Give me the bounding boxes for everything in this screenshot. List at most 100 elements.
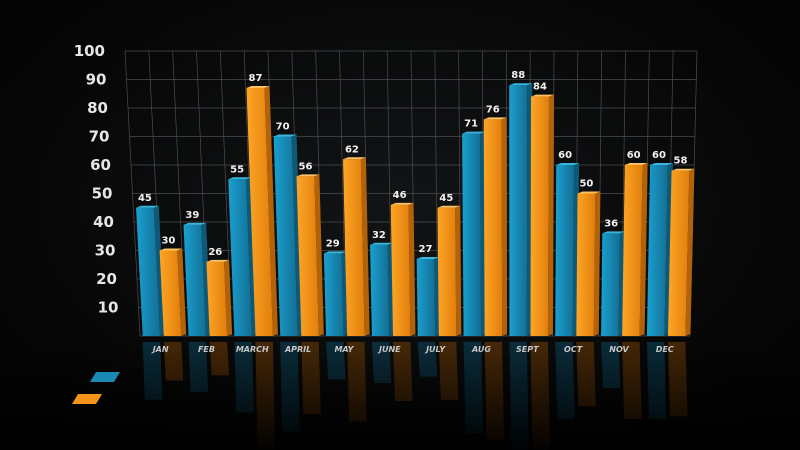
bar-value-label: 45 [138,193,152,204]
bar [437,207,457,336]
bar-value-label: 56 [298,161,312,172]
bar-top [577,191,601,194]
y-tick-label: 60 [90,156,111,174]
y-axis-ticks: 10 20 30 40 50 60 70 80 90 100 [74,42,119,317]
bar [622,165,643,336]
bar [555,165,575,336]
bar-value-label: 32 [372,230,386,241]
bar [183,224,206,336]
grid-line-vertical [124,50,141,337]
bar-side [177,248,187,336]
bar [509,85,528,336]
bar-top [602,231,625,234]
bar-top [390,202,414,205]
y-tick-label: 30 [95,242,116,260]
bar-top [183,222,207,225]
bar-value-label: 45 [439,193,453,204]
bar [296,176,319,336]
bar-value-label: 36 [604,218,618,229]
bar-top [296,174,320,177]
y-tick-label: 100 [74,42,105,60]
bar-value-label: 60 [558,150,572,161]
bar-value-label: 50 [579,179,593,190]
bar-side [264,86,278,336]
bar-side [593,191,601,336]
bar-side [360,157,370,336]
bar-side [408,202,416,336]
bar-value-label: 76 [486,104,500,115]
bar-top [483,117,507,120]
y-tick-label: 80 [87,99,108,117]
bar-value-label: 62 [345,144,359,155]
bar-value-label: 60 [652,150,666,161]
bars: 4530JAN3926FEB5587MARCH7056APRIL2962MAY3… [136,70,695,354]
reflection-fade-overlay [0,340,800,450]
bar [483,119,503,337]
bar-top [437,205,461,208]
bar-top [531,94,555,97]
bar-top [159,248,183,251]
bar [343,159,365,336]
bar-value-label: 60 [627,150,641,161]
bar [136,207,161,336]
y-tick-label: 20 [96,270,117,288]
bar [462,133,481,336]
bar [370,244,390,336]
bar [668,170,690,336]
bar-top [273,134,297,137]
bar-top [462,131,486,134]
bar-value-label: 58 [673,156,687,167]
bar-side [685,168,695,336]
bar-value-label: 29 [326,238,340,249]
bar-value-label: 27 [419,244,433,255]
y-tick-label: 90 [86,71,107,89]
bar-value-label: 71 [464,119,478,130]
bar-side [501,117,508,337]
bar-top [323,251,347,254]
bar-side [547,94,555,336]
bar [273,136,298,336]
legend-swatch [90,372,120,382]
bar [646,165,668,336]
bar [416,259,436,336]
bar-top [136,205,159,208]
y-tick-label: 10 [98,299,119,317]
bar-side [455,205,462,336]
bar [601,233,620,336]
bar [206,261,228,336]
bar-value-label: 84 [533,82,547,93]
bar-value-label: 70 [276,122,290,133]
bar-top [624,163,648,165]
bar-top [206,259,230,262]
bar-value-label: 87 [249,73,263,84]
bar-top [370,242,393,245]
bar-value-label: 46 [393,190,407,201]
bar [390,204,411,336]
bar [159,250,182,336]
bar-top [343,157,366,160]
bar-top [650,163,673,165]
bar-side [314,174,324,336]
bar-top [556,163,580,165]
bar [228,179,252,336]
bar-top [509,83,533,86]
bar-value-label: 30 [161,236,175,247]
bar-top [228,177,252,180]
bar-side [224,259,233,336]
y-tick-label: 40 [93,213,114,231]
bar-top [416,257,440,260]
bar-value-label: 39 [185,210,199,221]
bar [530,96,550,336]
bar [576,193,596,336]
bar-top [246,86,270,89]
y-tick-label: 70 [89,128,110,146]
bar [246,88,273,336]
bar-value-label: 88 [511,70,525,81]
legend-swatch [72,394,102,404]
bar-value-label: 26 [208,247,222,258]
bar [323,253,344,336]
bar-side [639,163,648,336]
bar-value-label: 55 [230,164,244,175]
